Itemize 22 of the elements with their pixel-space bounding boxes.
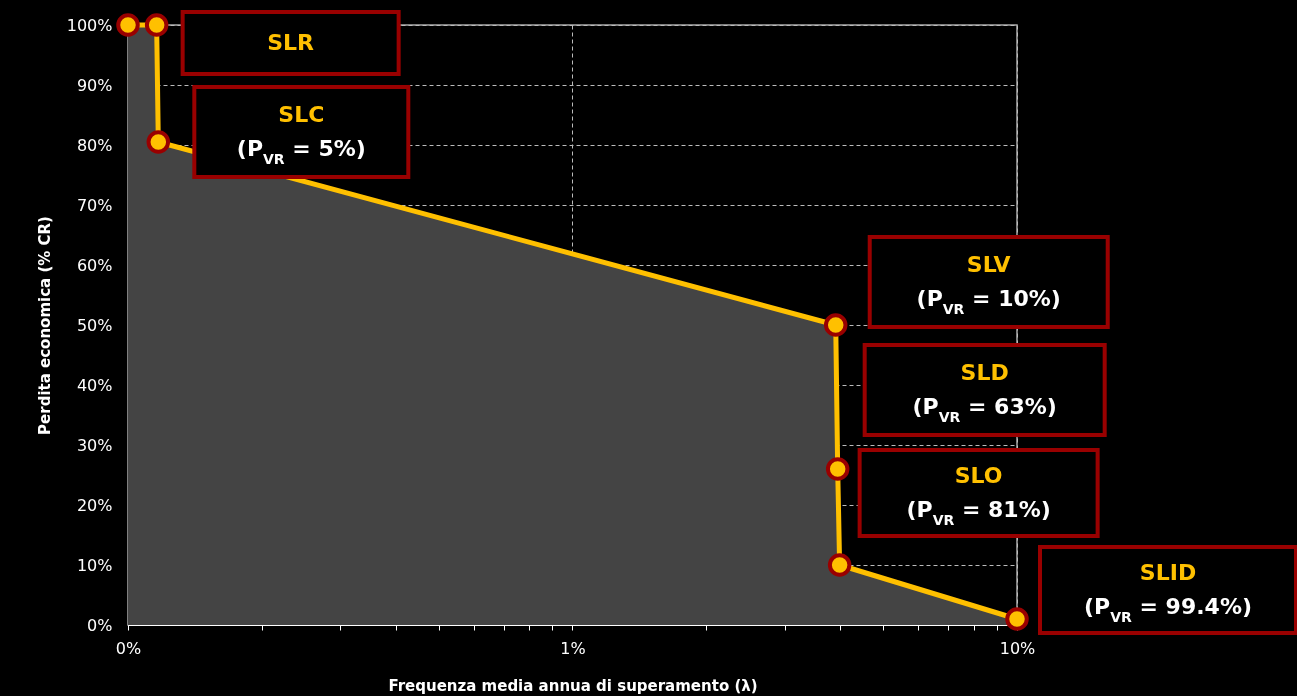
annotation: SLV (P$_{VR}$ = 10%)	[916, 252, 1061, 317]
text: SLID (P$_{VR}$ = 99.4%)	[1084, 560, 1252, 625]
y-tick-label: 70%	[76, 195, 113, 215]
y-tick-label: 20%	[76, 495, 113, 515]
y-tick-label: 80%	[76, 135, 113, 155]
y-tick-label: 50%	[76, 315, 113, 335]
annotation: SLD (P$_{VR}$ = 63%)	[912, 360, 1057, 425]
x-tick-label: 1%	[560, 638, 586, 658]
annotation: SLR	[267, 30, 315, 55]
y-tick-label: 100%	[66, 15, 113, 35]
annotation: SLO (P$_{VR}$ = 81%)	[906, 463, 1051, 528]
y-tick-label: 10%	[76, 555, 113, 575]
y-tick-label: 90%	[76, 75, 113, 95]
y-tick-label: 40%	[76, 375, 113, 395]
x-tick-label: 0%	[115, 638, 142, 658]
y-tick-label: 0%	[87, 615, 113, 635]
x-axis-title: Frequenza media annua di superamento (λ)	[388, 676, 758, 695]
y-tick-label: 60%	[76, 255, 113, 275]
y-tick-label: 30%	[76, 435, 113, 455]
y-axis-title: Perdita economica (% CR)	[35, 216, 54, 435]
x-tick-label: 10%	[999, 638, 1036, 658]
annotation: SLC (P$_{VR}$ = 5%)	[236, 102, 366, 167]
